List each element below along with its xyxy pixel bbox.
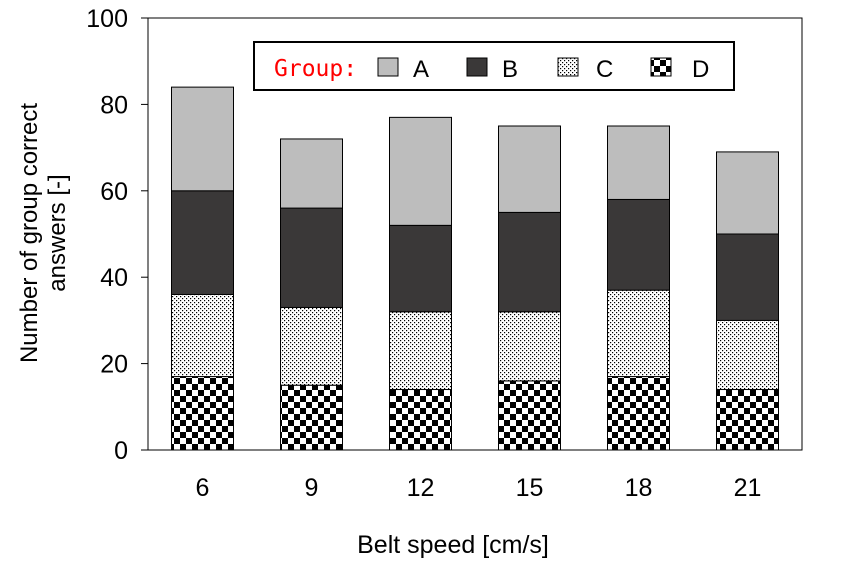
bar-segment-d-15: [498, 380, 561, 451]
legend-label-c: C: [596, 56, 613, 83]
y-axis-label-line1: Number of group correct: [16, 103, 43, 363]
legend-label-d: D: [692, 56, 709, 83]
bar-segment-b-21: [716, 233, 779, 321]
y-tick-label: 20: [100, 351, 128, 379]
bar-segment-d-6: [171, 376, 234, 451]
bar-segment-c-21: [716, 319, 779, 391]
bar-segment-d-12: [389, 389, 452, 451]
legend-swatch-b: [466, 57, 488, 77]
x-tick-label: 18: [625, 474, 653, 502]
y-tick-label: 100: [86, 5, 128, 33]
bar-segment-a-15: [498, 125, 561, 213]
y-tick-label: 60: [100, 178, 128, 206]
x-axis-label: Belt speed [cm/s]: [357, 531, 549, 559]
bar-segment-c-15: [498, 311, 561, 382]
y-tick-label: 80: [100, 91, 128, 119]
legend-label-b: B: [502, 56, 518, 83]
bar-segment-a-18: [607, 125, 670, 200]
bar-segment-d-21: [716, 389, 779, 451]
legend-swatch-d: [650, 57, 672, 77]
legend-swatch-a: [377, 57, 399, 77]
bar-segment-b-12: [389, 224, 452, 313]
y-tick-label: 0: [114, 437, 128, 465]
y-tick-label: 40: [100, 264, 128, 292]
x-tick-label: 6: [196, 474, 210, 502]
bar-segment-b-15: [498, 211, 561, 313]
bar-segment-a-9: [280, 138, 343, 209]
bar-segment-b-6: [171, 190, 234, 295]
bar-segment-d-9: [280, 384, 343, 451]
legend: Group: A B C D: [253, 41, 735, 91]
bar-segment-b-9: [280, 207, 343, 308]
x-tick-label: 15: [516, 474, 544, 502]
bar-segment-b-18: [607, 198, 670, 291]
y-axis-label-line2: answers [-]: [44, 174, 71, 291]
bar-segment-c-12: [389, 311, 452, 391]
bar-segment-a-12: [389, 116, 452, 226]
bar-segment-c-18: [607, 289, 670, 378]
legend-label-a: A: [413, 56, 429, 83]
legend-title: Group:: [274, 56, 357, 82]
bar-segment-d-18: [607, 376, 670, 451]
x-tick-label: 21: [734, 474, 762, 502]
x-tick-label: 12: [407, 474, 435, 502]
y-axis: 0 20 40 60 80 100: [86, 5, 148, 465]
bar-segment-a-21: [716, 151, 779, 235]
bar-segment-a-6: [171, 86, 234, 192]
legend-swatch-c: [557, 57, 579, 77]
bar-segment-c-6: [171, 293, 234, 378]
bar-segment-c-9: [280, 306, 343, 386]
x-tick-label: 9: [305, 474, 319, 502]
bars-group: [171, 86, 779, 451]
x-axis: 6 9 12 15 18 21: [196, 474, 762, 502]
